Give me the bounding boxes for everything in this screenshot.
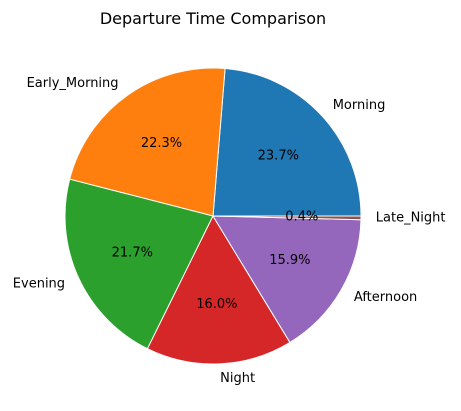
pct-label-evening: 21.7% (112, 246, 153, 261)
slice-label-late-night: Late_Night (376, 211, 446, 226)
slice-labels: Morning Early_Morning Evening Night Afternoo… (13, 76, 446, 386)
pie-slice-afternoon (212, 215, 362, 344)
percentage-labels: 23.7% 22.3% 21.7% 16.0% 15.9% 0.4% (112, 136, 319, 312)
slice-label-afternoon: Afternoon (354, 290, 417, 305)
pct-label-late-night: 0.4% (285, 210, 318, 225)
pct-label-night: 16.0% (196, 297, 237, 312)
slice-label-morning: Morning (333, 98, 386, 113)
slice-label-night: Night (220, 371, 255, 386)
chart-title: Departure Time Comparison (100, 9, 326, 28)
pie-slice-late-night (212, 215, 362, 221)
pie-slice-early-morning (69, 67, 226, 217)
slice-label-evening: Evening (13, 276, 65, 291)
pie-slices (64, 67, 362, 365)
pie-slice-evening (64, 178, 214, 350)
pct-label-morning: 23.7% (258, 148, 299, 163)
pie-slice-night (146, 214, 291, 365)
pie-slice-morning (212, 67, 362, 217)
pct-label-afternoon: 15.9% (269, 253, 310, 268)
slice-label-early-morning: Early_Morning (27, 76, 119, 91)
pct-label-early-morning: 22.3% (141, 136, 182, 151)
